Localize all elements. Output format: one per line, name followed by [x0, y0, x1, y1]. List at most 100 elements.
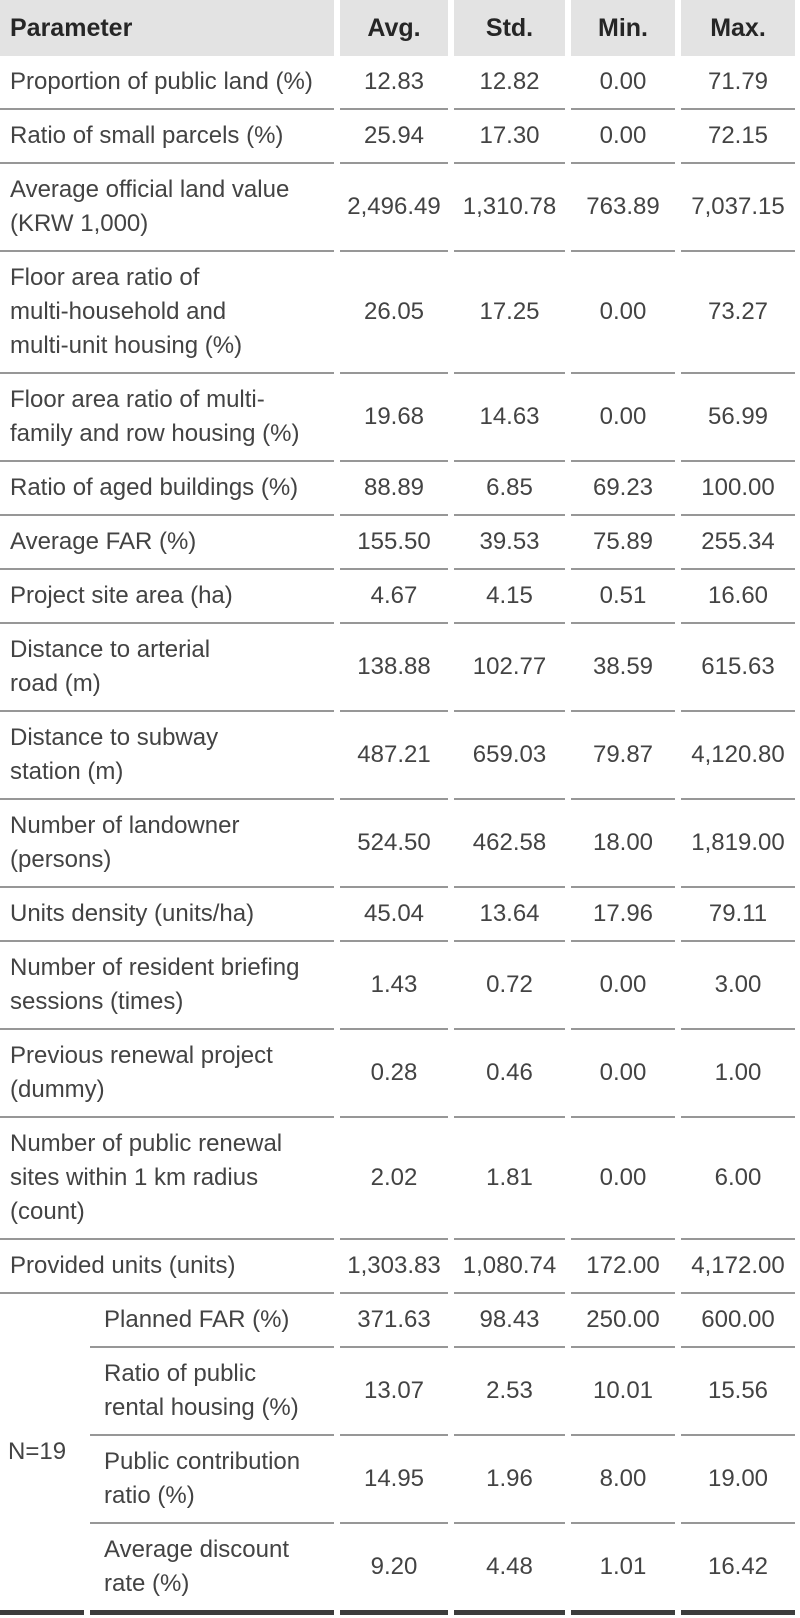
- avg-value: 14.95: [340, 1436, 448, 1524]
- max-value: 56.99: [681, 374, 795, 462]
- table-row: Distance to arterial road (m) 138.88 102…: [0, 624, 795, 712]
- param-label: Average discount rate (%): [90, 1524, 334, 1615]
- avg-value: 26.05: [340, 252, 448, 374]
- avg-value: 2.02: [340, 1118, 448, 1240]
- min-value: 38.59: [571, 624, 675, 712]
- param-label: Units density (units/ha): [0, 888, 334, 942]
- avg-value: 25.94: [340, 110, 448, 164]
- avg-value: 45.04: [340, 888, 448, 942]
- std-value: 0.72: [454, 942, 565, 1030]
- avg-value: 1,303.83: [340, 1240, 448, 1294]
- max-value: 15.56: [681, 1348, 795, 1436]
- max-value: 100.00: [681, 462, 795, 516]
- param-label: Floor area ratio of multi-household and …: [0, 252, 334, 374]
- min-value: 250.00: [571, 1294, 675, 1348]
- std-value: 2.53: [454, 1348, 565, 1436]
- max-value: 71.79: [681, 56, 795, 110]
- param-label: Distance to subway station (m): [0, 712, 334, 800]
- avg-value: 1.43: [340, 942, 448, 1030]
- std-value: 98.43: [454, 1294, 565, 1348]
- max-value: 1,819.00: [681, 800, 795, 888]
- param-label: Planned FAR (%): [90, 1294, 334, 1348]
- table-row: Average FAR (%) 155.50 39.53 75.89 255.3…: [0, 516, 795, 570]
- table-row: Ratio of aged buildings (%) 88.89 6.85 6…: [0, 462, 795, 516]
- param-label: Provided units (units): [0, 1240, 334, 1294]
- min-value: 18.00: [571, 800, 675, 888]
- avg-value: 4.67: [340, 570, 448, 624]
- avg-value: 138.88: [340, 624, 448, 712]
- std-value: 1,080.74: [454, 1240, 565, 1294]
- avg-value: 487.21: [340, 712, 448, 800]
- max-value: 4,120.80: [681, 712, 795, 800]
- n19-sub-rows: Planned FAR (%) 371.63 98.43 250.00 600.…: [90, 1294, 795, 1615]
- max-value: 1.00: [681, 1030, 795, 1118]
- avg-value: 155.50: [340, 516, 448, 570]
- param-label: Number of landowner (persons): [0, 800, 334, 888]
- table-row: Average official land value (KRW 1,000) …: [0, 164, 795, 252]
- header-cell-max: Max.: [681, 0, 795, 56]
- param-label: Public contribution ratio (%): [90, 1436, 334, 1524]
- table-row: Number of landowner (persons) 524.50 462…: [0, 800, 795, 888]
- avg-value: 88.89: [340, 462, 448, 516]
- std-value: 4.48: [454, 1524, 565, 1615]
- max-value: 615.63: [681, 624, 795, 712]
- avg-value: 2,496.49: [340, 164, 448, 252]
- min-value: 69.23: [571, 462, 675, 516]
- avg-value: 19.68: [340, 374, 448, 462]
- min-value: 75.89: [571, 516, 675, 570]
- table-row: Floor area ratio of multi-household and …: [0, 252, 795, 374]
- min-value: 1.01: [571, 1524, 675, 1615]
- std-value: 17.25: [454, 252, 565, 374]
- header-cell-std: Std.: [454, 0, 565, 56]
- header-cell-min: Min.: [571, 0, 675, 56]
- avg-value: 9.20: [340, 1524, 448, 1615]
- table-row: Planned FAR (%) 371.63 98.43 250.00 600.…: [90, 1294, 795, 1348]
- param-label: Number of public renewal sites within 1 …: [0, 1118, 334, 1240]
- min-value: 0.00: [571, 1030, 675, 1118]
- table-row: Public contribution ratio (%) 14.95 1.96…: [90, 1436, 795, 1524]
- max-value: 19.00: [681, 1436, 795, 1524]
- table-row: Floor area ratio of multi- family and ro…: [0, 374, 795, 462]
- min-value: 0.00: [571, 374, 675, 462]
- header-cell-avg: Avg.: [340, 0, 448, 56]
- std-value: 13.64: [454, 888, 565, 942]
- std-value: 4.15: [454, 570, 565, 624]
- table-row: Ratio of small parcels (%) 25.94 17.30 0…: [0, 110, 795, 164]
- param-label: Number of resident briefing sessions (ti…: [0, 942, 334, 1030]
- std-value: 102.77: [454, 624, 565, 712]
- max-value: 4,172.00: [681, 1240, 795, 1294]
- min-value: 10.01: [571, 1348, 675, 1436]
- max-value: 16.60: [681, 570, 795, 624]
- max-value: 79.11: [681, 888, 795, 942]
- param-label: Project site area (ha): [0, 570, 334, 624]
- param-label: Previous renewal project (dummy): [0, 1030, 334, 1118]
- min-value: 8.00: [571, 1436, 675, 1524]
- table-row: Proportion of public land (%) 12.83 12.8…: [0, 56, 795, 110]
- n19-group: N=19 Planned FAR (%) 371.63 98.43 250.00…: [0, 1294, 795, 1615]
- table-row: Provided units (units) 1,303.83 1,080.74…: [0, 1240, 795, 1294]
- max-value: 255.34: [681, 516, 795, 570]
- table-header-row: Parameter Avg. Std. Min. Max.: [0, 0, 795, 56]
- param-label: Ratio of public rental housing (%): [90, 1348, 334, 1436]
- min-value: 17.96: [571, 888, 675, 942]
- std-value: 1.81: [454, 1118, 565, 1240]
- max-value: 6.00: [681, 1118, 795, 1240]
- param-label: Ratio of small parcels (%): [0, 110, 334, 164]
- param-label: Average FAR (%): [0, 516, 334, 570]
- table-row: Distance to subway station (m) 487.21 65…: [0, 712, 795, 800]
- param-label: Floor area ratio of multi- family and ro…: [0, 374, 334, 462]
- table-row: Project site area (ha) 4.67 4.15 0.51 16…: [0, 570, 795, 624]
- avg-value: 0.28: [340, 1030, 448, 1118]
- avg-value: 13.07: [340, 1348, 448, 1436]
- std-value: 659.03: [454, 712, 565, 800]
- table-row: Number of resident briefing sessions (ti…: [0, 942, 795, 1030]
- n19-label: N=19: [0, 1294, 84, 1615]
- std-value: 39.53: [454, 516, 565, 570]
- avg-value: 12.83: [340, 56, 448, 110]
- std-value: 462.58: [454, 800, 565, 888]
- max-value: 73.27: [681, 252, 795, 374]
- max-value: 3.00: [681, 942, 795, 1030]
- avg-value: 524.50: [340, 800, 448, 888]
- table-row: Number of public renewal sites within 1 …: [0, 1118, 795, 1240]
